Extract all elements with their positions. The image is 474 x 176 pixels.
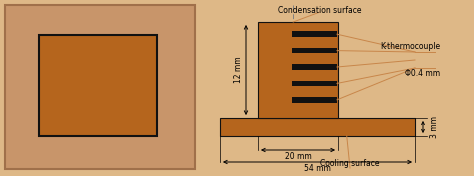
Text: 54 mm: 54 mm bbox=[304, 164, 331, 173]
Bar bbox=[258, 22, 338, 118]
Bar bbox=[39, 34, 157, 136]
Text: Φ0.4 mm: Φ0.4 mm bbox=[405, 69, 440, 78]
Bar bbox=[5, 5, 195, 169]
Bar bbox=[292, 97, 337, 103]
Text: 3 mm: 3 mm bbox=[430, 116, 439, 138]
Text: 20 mm: 20 mm bbox=[284, 152, 311, 161]
Text: K-thermocouple: K-thermocouple bbox=[380, 42, 440, 51]
Bar bbox=[292, 81, 337, 86]
Text: Cooling surface: Cooling surface bbox=[320, 159, 380, 168]
Bar bbox=[292, 64, 337, 70]
Text: Condensation surface: Condensation surface bbox=[278, 6, 362, 15]
Bar bbox=[292, 48, 337, 53]
Bar bbox=[292, 32, 337, 37]
Text: 12 mm: 12 mm bbox=[234, 57, 243, 83]
Bar bbox=[220, 118, 415, 136]
